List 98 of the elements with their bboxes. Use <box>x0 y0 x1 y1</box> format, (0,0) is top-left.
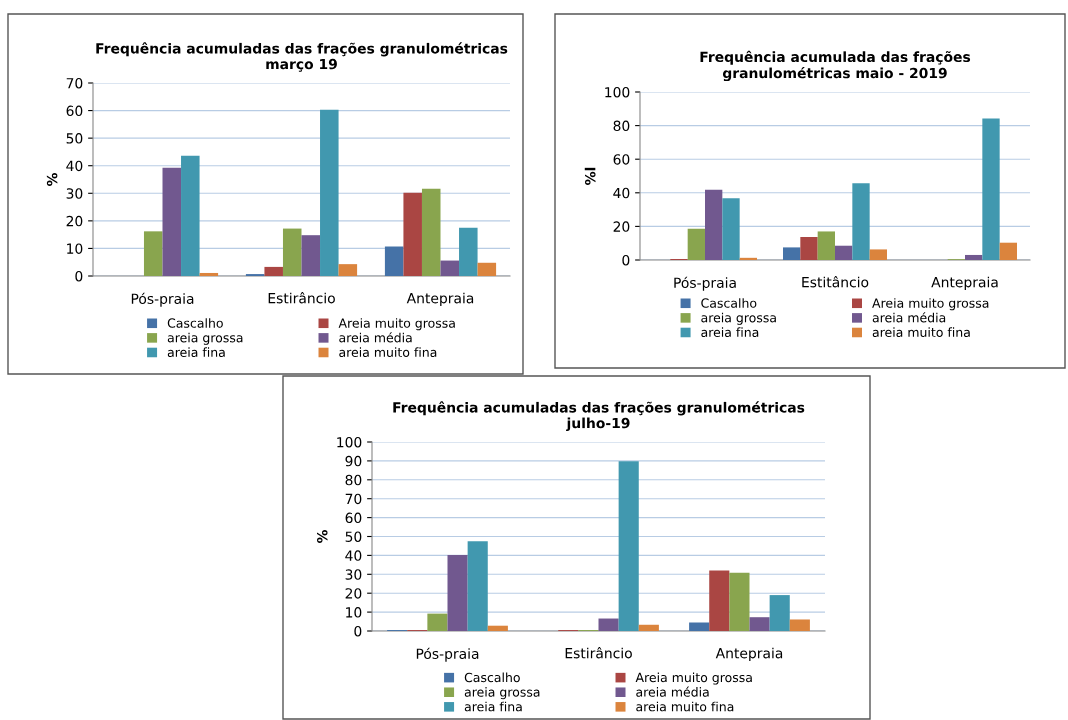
bar <box>783 247 801 260</box>
chart-title: Frequência acumulada das frações granulométricas maio - 2019 <box>700 50 971 82</box>
y-tick-label: 10 <box>346 607 362 618</box>
y-tick-label: 60 <box>345 512 362 524</box>
legend-label: areia grossa <box>464 687 540 700</box>
x-tick-label: Estitâncio <box>802 276 869 288</box>
y-tick-label: 20 <box>613 221 630 232</box>
bar <box>852 183 870 260</box>
bar <box>384 246 404 276</box>
x-tick-label: Pós-praia <box>674 276 736 291</box>
bar <box>729 572 750 631</box>
legend-label: Areia muito grossa <box>338 318 455 331</box>
bar <box>440 260 460 276</box>
bar <box>143 231 163 276</box>
x-tick-label: Estirâncio <box>268 292 335 304</box>
y-tick-label: 20 <box>345 588 362 599</box>
legend-label: areia grossa <box>167 332 243 345</box>
y-tick-label: 80 <box>613 120 630 132</box>
bar <box>301 235 321 276</box>
y-tick-label: 60 <box>613 154 630 165</box>
y-tick-label: 30 <box>66 188 83 199</box>
bar <box>965 254 983 260</box>
legend-label: Cascalho <box>167 318 223 328</box>
bar <box>638 624 659 631</box>
legend-label: areia fina <box>701 327 759 337</box>
bar <box>421 188 441 276</box>
y-tick-label: 10 <box>67 243 83 254</box>
legend-label: areia muito fina <box>339 347 437 357</box>
legend-label: areia muito fina <box>872 327 970 337</box>
x-tick-label: Pós-praia <box>416 647 479 662</box>
y-tick-label: 90 <box>345 455 362 467</box>
bar <box>487 625 508 631</box>
y-tick-label: 30 <box>345 569 362 580</box>
legend-label: areia muito fina <box>636 701 734 712</box>
bar <box>835 245 853 260</box>
bar <box>459 227 478 276</box>
bar <box>800 236 818 260</box>
y-tick-label: 0 <box>622 254 630 266</box>
y-tick-label: 0 <box>75 270 83 282</box>
bar <box>447 555 468 631</box>
y-tick-label: 0 <box>354 625 362 637</box>
y-tick-label: 70 <box>66 77 83 89</box>
legend-label: Cascalho <box>464 672 520 683</box>
y-tick-label: 60 <box>66 105 83 117</box>
legend-label: areia média <box>339 332 412 343</box>
bar <box>689 622 710 631</box>
chart-title: Frequência acumuladas das frações granulométricas julho-19 <box>393 401 805 432</box>
bar <box>598 618 619 631</box>
bar <box>722 198 740 260</box>
y-tick-label: 40 <box>345 550 362 561</box>
bar <box>749 617 770 631</box>
bar <box>999 242 1017 260</box>
y-tick-label: 20 <box>66 215 83 227</box>
x-tick-label: Estirâncio <box>565 647 632 659</box>
bar <box>162 167 182 276</box>
bar <box>181 155 200 276</box>
x-tick-label: Antepraia <box>715 647 783 662</box>
bar <box>817 231 835 260</box>
y-tick-label: 40 <box>613 187 630 199</box>
bar <box>789 619 810 631</box>
y-tick-label: 50 <box>345 531 362 542</box>
bar <box>264 266 283 276</box>
y-axis-title: % <box>46 172 58 187</box>
x-tick-label: Pós-praia <box>131 292 194 307</box>
y-axis-title: % <box>317 529 328 544</box>
bar <box>320 109 339 276</box>
y-tick-label: 80 <box>345 474 362 486</box>
bar <box>709 570 730 631</box>
legend-label: areia média <box>636 686 709 697</box>
bar <box>477 262 497 276</box>
bar <box>769 595 790 631</box>
bar <box>338 264 358 276</box>
x-tick-label: Antepraia <box>931 276 998 291</box>
bar <box>467 541 488 631</box>
legend-label: Cascalho <box>701 298 757 308</box>
bar <box>427 613 448 631</box>
legend-label: Areia muito grossa <box>635 672 752 685</box>
legend-label: areia média <box>872 312 946 323</box>
y-tick-label: 50 <box>66 133 83 144</box>
bar <box>705 189 723 260</box>
y-tick-label: 70 <box>345 493 362 505</box>
bar <box>869 249 887 260</box>
chart-title: Frequência acumuladas das frações granulométricas março 19 <box>96 42 508 72</box>
legend-label: areia fina <box>167 347 225 357</box>
x-tick-label: Antepraia <box>406 292 474 307</box>
bar <box>982 118 1000 260</box>
legend-label: areia fina <box>464 701 522 712</box>
bar <box>199 272 219 276</box>
bar <box>618 461 639 631</box>
legend-label: Areia muito grossa <box>872 298 989 311</box>
bar <box>687 228 705 260</box>
y-tick-label: 40 <box>66 160 83 172</box>
bar <box>282 228 302 276</box>
legend-label: areia grossa <box>701 312 776 325</box>
bar <box>403 192 422 276</box>
y-tick-label: 100 <box>605 86 630 98</box>
y-tick-label: 100 <box>337 436 362 448</box>
y-axis-title: %l <box>584 167 596 185</box>
